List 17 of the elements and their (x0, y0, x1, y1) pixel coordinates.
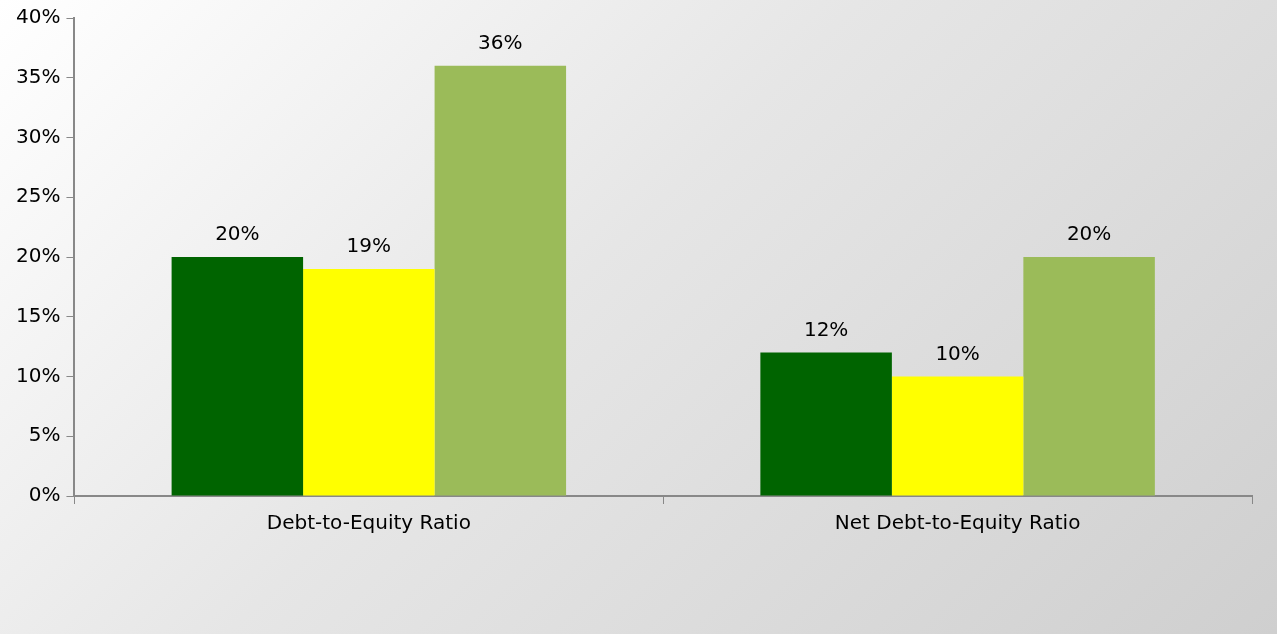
x-tick-label: Net Debt-to-Equity Ratio (834, 510, 1081, 535)
y-tick-label: 30% (16, 123, 61, 148)
y-tick-label: 25% (16, 183, 61, 208)
y-tick-label: 5% (28, 422, 61, 447)
y-tick-label: 35% (16, 63, 61, 88)
y-tick-label: 20% (16, 243, 61, 268)
x-tick-label: Debt-to-Equity Ratio (266, 510, 471, 535)
y-tick-label: 0% (28, 482, 61, 507)
data-label: 19% (346, 233, 392, 258)
data-label: 20% (215, 221, 260, 246)
data-label: 12% (803, 316, 849, 341)
y-tick-label: 10% (16, 362, 61, 387)
y-tick-label: 15% (16, 302, 61, 327)
data-label: 36% (478, 30, 523, 54)
y-tick-label: 40% (16, 4, 61, 29)
data-label: 10% (935, 340, 980, 365)
data-label: 20% (1066, 221, 1112, 246)
